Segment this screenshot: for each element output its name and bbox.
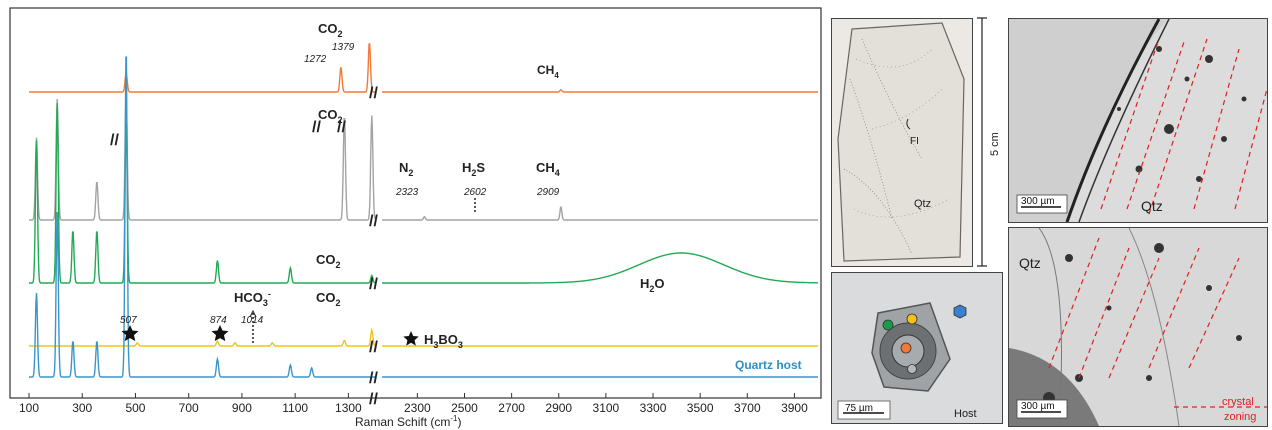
x-tick-label-1100: 1100 xyxy=(282,401,308,415)
annotation-1272: 1272 xyxy=(304,54,327,65)
axis-break-5: // xyxy=(369,370,378,387)
axis-break-4: // xyxy=(369,339,378,356)
inclusion-drawing: 75 µm Host xyxy=(837,302,977,420)
annotation-2323: 2323 xyxy=(395,187,419,198)
fi-arrow-icon xyxy=(906,118,911,130)
axis-break-x: // xyxy=(369,391,378,408)
star-507-icon xyxy=(121,325,139,342)
star-874-icon xyxy=(211,325,229,342)
annotation-co2-green: CO2 xyxy=(316,252,341,270)
label-qtz-sample: Qtz xyxy=(914,198,931,210)
series-line-3-seg1 xyxy=(29,102,376,284)
x-axis-label: Raman Schift (cm-1) xyxy=(355,414,461,429)
x-tick-label-2300: 2300 xyxy=(404,401,431,415)
sample-drawing: FI Qtz xyxy=(837,22,965,262)
series-line-2-seg1 xyxy=(29,96,376,221)
annotation-co2-top: CO2 xyxy=(318,21,343,39)
scale-5cm: 5 cm xyxy=(977,17,1001,267)
axis-break-3: // xyxy=(369,276,378,293)
annotation-ch4-top: CH4 xyxy=(537,63,559,80)
annotation-hco3: HCO3- xyxy=(234,289,271,308)
label-host: Host xyxy=(954,408,977,420)
series-line-1-seg1 xyxy=(29,43,375,93)
series-line-5-seg1 xyxy=(29,56,375,378)
dot-blue-icon xyxy=(953,304,967,319)
series-line-1-seg2 xyxy=(382,89,818,93)
peak-break-2: // xyxy=(312,119,321,136)
label-zoning: zoning xyxy=(1224,411,1256,423)
label-qtz-top: Qtz xyxy=(1141,198,1163,214)
x-tick-label-900: 900 xyxy=(232,401,252,415)
series-line-4-seg1 xyxy=(29,327,376,347)
annotation-1014: 1014 xyxy=(241,315,264,326)
dot-green-icon xyxy=(882,319,894,331)
spectra-plot: // // // // // // // // // xyxy=(29,43,818,408)
annotation-2602: 2602 xyxy=(463,187,487,198)
label-fi: FI xyxy=(910,136,919,147)
x-tick-label-2500: 2500 xyxy=(451,401,478,415)
star-h3bo3-icon xyxy=(403,331,419,346)
x-tick-label-700: 700 xyxy=(179,401,199,415)
dot-orange-icon xyxy=(900,342,912,354)
peak-break-1: // xyxy=(110,132,119,149)
annotation-n2: N2 xyxy=(399,160,413,178)
annotation-1379: 1379 xyxy=(332,42,355,53)
x-tick-label-3300: 3300 xyxy=(640,401,667,415)
label-qtz-bottom: Qtz xyxy=(1019,255,1041,271)
micrograph-bottom: Qtz 300 µm crystal zoning xyxy=(1008,227,1268,427)
x-tick-label-3900: 3900 xyxy=(781,401,808,415)
x-tick-label-2700: 2700 xyxy=(498,401,525,415)
spectra-frame xyxy=(9,7,822,399)
inclusion-photo: 75 µm Host xyxy=(831,272,1003,424)
label-crystal: crystal xyxy=(1222,396,1254,408)
hco3-arrow-icon xyxy=(249,309,257,318)
annotation-h2s: H2S xyxy=(462,160,485,178)
x-tick-label-1300: 1300 xyxy=(335,401,362,415)
x-tick-label-3500: 3500 xyxy=(687,401,714,415)
scale-5cm-label: 5 cm xyxy=(989,132,1001,156)
x-axis-ticks: 100 300 500 700 900 1100 1300 2300 2500 2700 2900 3… xyxy=(19,393,808,415)
x-tick-label-300: 300 xyxy=(72,401,92,415)
scale-300um-top: 300 µm xyxy=(1021,196,1055,207)
x-tick-label-3700: 3700 xyxy=(734,401,761,415)
legend-quartz-host: Quartz host xyxy=(735,358,802,372)
series-line-3-seg2 xyxy=(382,252,818,284)
micrograph-top-drawing: 300 µm Qtz xyxy=(1009,19,1267,222)
annotation-h2o: H2O xyxy=(640,276,665,294)
scale-75um: 75 µm xyxy=(845,403,873,414)
series-line-2-seg2 xyxy=(382,206,818,221)
x-tick-label-2900: 2900 xyxy=(545,401,572,415)
annotation-h3bo3: H3BO3 xyxy=(424,332,463,350)
sample-photo: FI Qtz xyxy=(831,18,973,267)
micrograph-bottom-drawing: Qtz 300 µm crystal zoning xyxy=(1009,228,1267,426)
x-tick-label-3100: 3100 xyxy=(593,401,620,415)
peak-break-3: // xyxy=(337,119,346,136)
axis-break-2: // xyxy=(369,213,378,230)
axis-break-1: // xyxy=(369,85,378,102)
annotation-874: 874 xyxy=(210,315,227,326)
annotation-co2-grey: CO2 xyxy=(318,107,343,125)
dot-grey-icon xyxy=(907,364,917,374)
annotation-507: 507 xyxy=(120,315,137,326)
annotation-ch4-grey: CH4 xyxy=(536,160,560,178)
x-tick-label-100: 100 xyxy=(19,401,39,415)
scale-300um-bottom: 300 µm xyxy=(1021,401,1055,412)
micrograph-top: 300 µm Qtz xyxy=(1008,18,1268,223)
x-tick-label-500: 500 xyxy=(125,401,145,415)
annotation-co2-yellow: CO2 xyxy=(316,290,341,308)
dot-yellow-icon xyxy=(906,313,918,325)
annotation-2909: 2909 xyxy=(536,187,560,198)
